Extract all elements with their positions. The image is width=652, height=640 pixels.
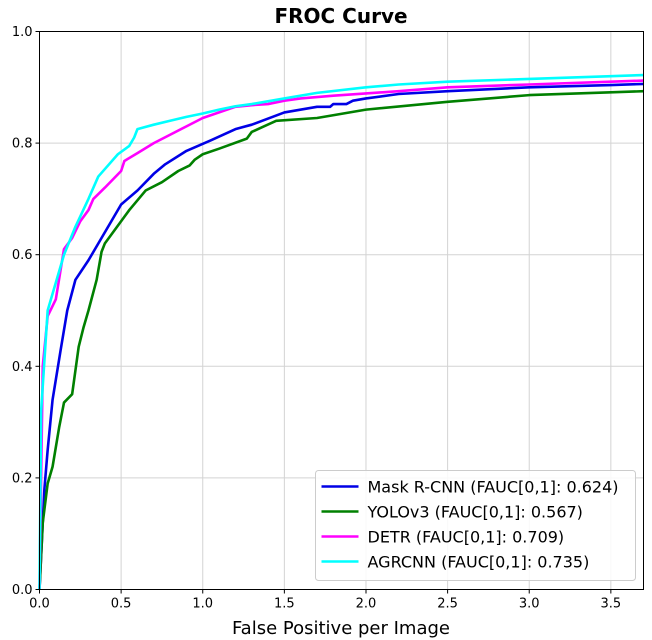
x-tick-label: 2.5 bbox=[437, 597, 458, 612]
x-tick-label: 0.0 bbox=[29, 597, 50, 612]
series-line-1 bbox=[38, 89, 644, 590]
legend-box bbox=[315, 470, 636, 581]
plot-frame bbox=[39, 31, 644, 590]
y-tick-label: 0.4 bbox=[12, 360, 33, 375]
x-tick-label: 2.0 bbox=[356, 597, 377, 612]
series-line-0 bbox=[38, 82, 644, 590]
y-tick-label: 0.0 bbox=[12, 583, 33, 598]
legend-label-3: AGRCNN (FAUC[0,1]: 0.735) bbox=[368, 553, 590, 572]
series-line-3 bbox=[38, 73, 644, 590]
chart-title: FROC Curve bbox=[274, 4, 407, 28]
legend: Mask R-CNN (FAUC[0,1]: 0.624) YOLOv3 (FAU… bbox=[315, 470, 636, 581]
x-tick-label: 3.0 bbox=[519, 597, 540, 612]
x-tick-label: 3.5 bbox=[601, 597, 622, 612]
y-tick-label: 1.0 bbox=[12, 25, 33, 40]
series-lines bbox=[38, 73, 644, 590]
axis-ticks: 0.0 0.5 1.0 1.5 2.0 2.5 3.0 3.5 0.0 0.2 0.4 0.6 0.8 1… bbox=[12, 25, 621, 612]
legend-label-2: DETR (FAUC[0,1]: 0.709) bbox=[368, 528, 565, 547]
legend-label-0: Mask R-CNN (FAUC[0,1]: 0.624) bbox=[368, 478, 619, 497]
y-tick-label: 0.8 bbox=[12, 137, 33, 152]
y-tick-label: 0.6 bbox=[12, 248, 33, 263]
legend-label-1: YOLOv3 (FAUC[0,1]: 0.567) bbox=[367, 503, 583, 522]
x-tick-label: 0.5 bbox=[111, 597, 132, 612]
y-tick-label: 0.2 bbox=[12, 471, 33, 486]
x-axis-label: False Positive per Image bbox=[232, 618, 450, 639]
x-tick-label: 1.5 bbox=[274, 597, 295, 612]
x-tick-label: 1.0 bbox=[192, 597, 213, 612]
